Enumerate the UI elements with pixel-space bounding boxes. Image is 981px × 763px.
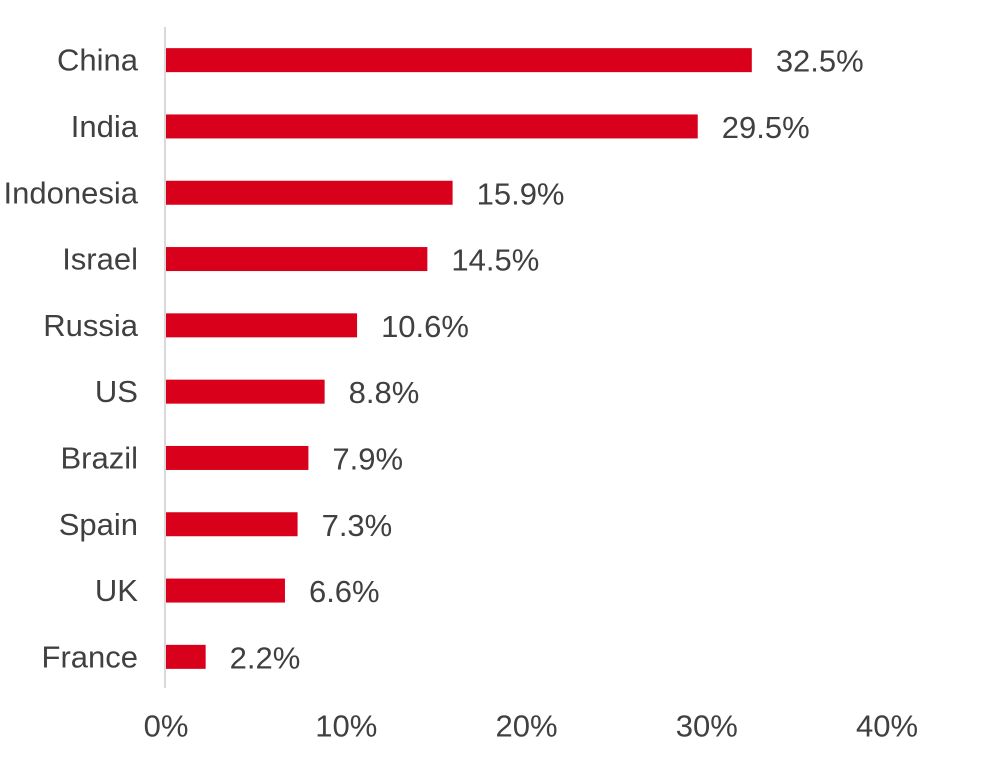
- category-label: France: [42, 639, 138, 674]
- category-label: Israel: [62, 242, 138, 277]
- bar-us: [166, 379, 325, 404]
- category-label: Spain: [59, 507, 138, 542]
- data-label: 32.5%: [776, 44, 864, 79]
- bar-spain: [166, 512, 298, 537]
- data-label: 2.2%: [230, 640, 301, 675]
- data-label: 7.3%: [322, 508, 393, 543]
- x-tick-label: 40%: [856, 709, 918, 744]
- bar-indonesia: [166, 180, 453, 205]
- data-label: 8.8%: [349, 375, 420, 410]
- data-label: 15.9%: [477, 176, 565, 211]
- x-tick-label: 0%: [144, 709, 189, 744]
- category-label: US: [95, 374, 138, 409]
- category-label: Russia: [43, 308, 139, 343]
- bar-uk: [166, 578, 285, 603]
- data-label: 7.9%: [332, 441, 403, 476]
- x-tick-label: 20%: [495, 709, 557, 744]
- category-label: China: [57, 43, 139, 78]
- value-labels: 32.5% 29.5% 15.9% 14.5% 10.6% 8.8% 7.9% 7.3% 6.6…: [230, 44, 864, 676]
- bar-india: [166, 114, 698, 139]
- bar-france: [166, 644, 206, 669]
- data-label: 29.5%: [722, 110, 810, 145]
- bar-china: [166, 48, 752, 73]
- bar-russia: [166, 313, 358, 338]
- x-tick-label: 10%: [315, 709, 377, 744]
- category-label: Brazil: [60, 440, 138, 475]
- x-axis-tick-labels: 0% 10% 20% 30% 40%: [144, 709, 918, 744]
- bar-brazil: [166, 445, 309, 470]
- category-label: India: [71, 109, 139, 144]
- bar-israel: [166, 247, 428, 272]
- bars-layer: [166, 48, 752, 669]
- category-labels: China India Indonesia Israel Russia US Brazil S…: [4, 43, 139, 675]
- x-tick-label: 30%: [676, 709, 738, 744]
- category-label: UK: [95, 573, 138, 608]
- data-label: 14.5%: [451, 243, 539, 278]
- category-label: Indonesia: [4, 175, 139, 210]
- data-label: 6.6%: [309, 574, 380, 609]
- data-label: 10.6%: [381, 309, 469, 344]
